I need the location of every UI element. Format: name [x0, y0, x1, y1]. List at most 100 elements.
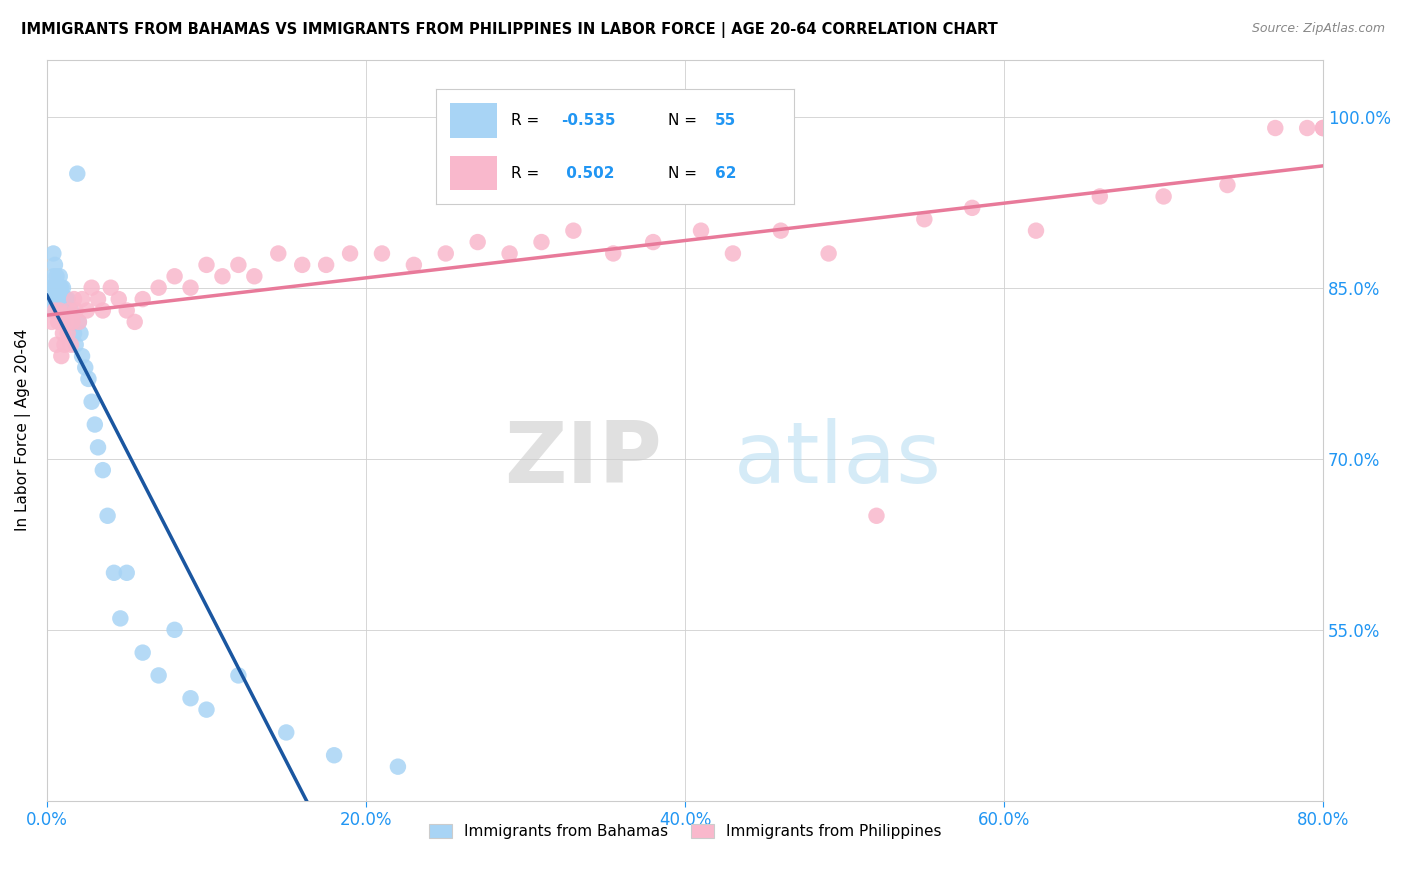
Point: [75, 360, 97, 375]
Point: [77, 372, 100, 386]
Point: [498, 246, 520, 260]
Point: [51, 281, 73, 295]
Text: ZIP: ZIP: [505, 418, 662, 501]
Point: [602, 246, 624, 260]
Point: [865, 508, 887, 523]
Point: [45, 281, 67, 295]
Point: [59, 303, 82, 318]
Point: [80, 281, 103, 295]
Point: [110, 611, 132, 625]
Point: [59, 337, 82, 351]
Point: [41, 303, 63, 318]
Y-axis label: In Labor Force | Age 20-64: In Labor Force | Age 20-64: [15, 329, 31, 532]
Point: [243, 269, 266, 284]
Point: [1216, 178, 1239, 192]
Point: [124, 315, 146, 329]
Point: [44, 292, 66, 306]
Point: [912, 212, 935, 227]
Point: [131, 292, 153, 306]
Point: [97, 508, 120, 523]
Point: [41, 315, 63, 329]
Point: [87, 292, 110, 306]
Point: [52, 292, 75, 306]
Point: [690, 224, 713, 238]
Text: Source: ZipAtlas.com: Source: ZipAtlas.com: [1251, 22, 1385, 36]
Point: [387, 759, 409, 773]
Legend: Immigrants from Bahamas, Immigrants from Philippines: Immigrants from Bahamas, Immigrants from…: [423, 818, 948, 845]
Point: [67, 315, 90, 329]
Point: [1264, 121, 1286, 136]
Point: [69, 326, 91, 341]
Point: [960, 201, 983, 215]
Point: [46, 303, 69, 318]
Point: [267, 246, 290, 260]
Point: [52, 281, 75, 295]
Point: [163, 623, 186, 637]
Point: [67, 315, 90, 329]
Point: [52, 303, 75, 318]
Text: atlas: atlas: [734, 418, 942, 501]
Point: [55, 303, 77, 318]
Point: [53, 292, 76, 306]
Point: [323, 748, 346, 763]
Point: [817, 246, 839, 260]
Point: [467, 235, 489, 249]
Point: [56, 303, 79, 318]
Point: [48, 269, 70, 284]
Point: [48, 292, 70, 306]
Point: [63, 326, 86, 341]
Point: [55, 292, 77, 306]
Point: [42, 269, 65, 284]
Point: [434, 246, 457, 260]
Point: [276, 725, 298, 739]
Point: [228, 668, 250, 682]
Point: [52, 326, 75, 341]
Point: [721, 246, 744, 260]
Point: [65, 303, 87, 318]
Point: [44, 303, 66, 318]
Point: [163, 269, 186, 284]
Point: [58, 315, 80, 329]
Point: [80, 394, 103, 409]
Point: [1025, 224, 1047, 238]
Point: [70, 292, 93, 306]
Point: [51, 292, 73, 306]
Point: [643, 235, 665, 249]
Point: [76, 303, 98, 318]
Point: [55, 315, 77, 329]
Point: [56, 292, 79, 306]
Point: [180, 281, 202, 295]
Point: [1296, 121, 1319, 136]
Point: [53, 337, 76, 351]
Point: [48, 303, 70, 318]
Point: [1312, 121, 1334, 136]
Point: [46, 292, 69, 306]
Point: [339, 246, 361, 260]
Point: [66, 167, 89, 181]
Point: [1153, 189, 1175, 203]
Point: [103, 566, 125, 580]
Point: [46, 315, 69, 329]
Point: [562, 224, 585, 238]
Point: [70, 349, 93, 363]
Point: [87, 441, 110, 455]
Point: [107, 292, 129, 306]
Point: [91, 303, 114, 318]
Point: [769, 224, 792, 238]
Point: [44, 281, 66, 295]
Point: [1312, 121, 1334, 136]
Point: [100, 281, 122, 295]
Point: [39, 281, 62, 295]
Point: [371, 246, 394, 260]
Point: [59, 315, 82, 329]
Point: [62, 315, 84, 329]
Point: [228, 258, 250, 272]
Text: IMMIGRANTS FROM BAHAMAS VS IMMIGRANTS FROM PHILIPPINES IN LABOR FORCE | AGE 20-6: IMMIGRANTS FROM BAHAMAS VS IMMIGRANTS FR…: [21, 22, 998, 38]
Point: [41, 292, 63, 306]
Point: [51, 349, 73, 363]
Point: [91, 463, 114, 477]
Point: [180, 691, 202, 706]
Point: [211, 269, 233, 284]
Point: [195, 703, 218, 717]
Point: [45, 269, 67, 284]
